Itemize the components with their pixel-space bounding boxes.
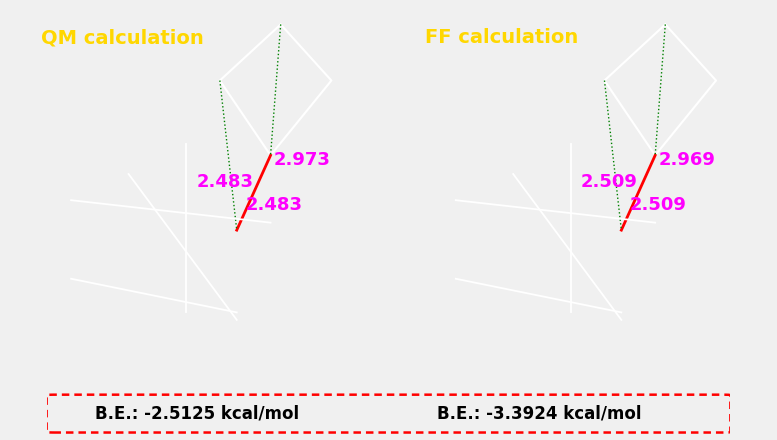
Text: B.E.: -2.5125 kcal/mol: B.E.: -2.5125 kcal/mol — [95, 405, 299, 422]
Text: 2.973: 2.973 — [274, 150, 331, 169]
Text: 2.509: 2.509 — [630, 195, 687, 213]
Text: 2.483: 2.483 — [246, 195, 302, 213]
Text: B.E.: -3.3924 kcal/mol: B.E.: -3.3924 kcal/mol — [437, 405, 641, 422]
FancyBboxPatch shape — [47, 395, 730, 433]
Text: 2.509: 2.509 — [580, 173, 638, 191]
Text: 2.483: 2.483 — [196, 173, 253, 191]
Text: 2.969: 2.969 — [659, 150, 716, 169]
Text: QM calculation: QM calculation — [40, 28, 204, 47]
Text: FF calculation: FF calculation — [425, 28, 579, 47]
